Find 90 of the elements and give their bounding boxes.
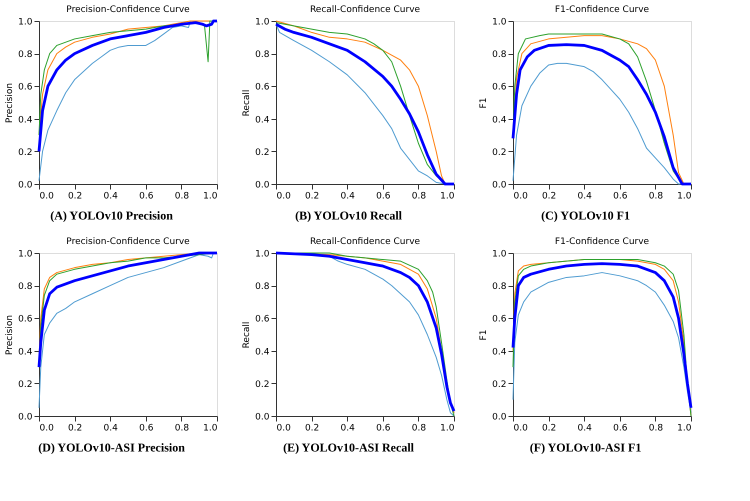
y-tick-label: 0.4 [18, 115, 33, 126]
x-tick-label: 0.0 [40, 424, 54, 434]
y-tick-label: 0.6 [18, 82, 33, 93]
y-tick-label: 0.0 [255, 180, 270, 190]
y-tick-label: 0.6 [492, 314, 507, 325]
y-tick-label: 1.0 [255, 18, 270, 28]
y-tick-label: 0.2 [18, 380, 32, 390]
x-tick-label: 0.4 [340, 192, 356, 202]
x-tick-label: 1.0 [677, 424, 692, 434]
y-tick-label: 0.8 [492, 50, 507, 60]
y-tick-label: 0.6 [255, 82, 270, 93]
y-tick-label: 0.8 [18, 50, 33, 60]
x-tick-label: 0.4 [104, 424, 118, 434]
y-tick-label: 0.2 [255, 148, 270, 158]
x-tick-label: 0.4 [578, 424, 592, 434]
chart-title: Precision-Confidence Curve [66, 5, 190, 15]
y-tick-label: 0.6 [492, 82, 507, 93]
x-tick-label: 0.8 [648, 192, 664, 202]
chart-title: F1-Confidence Curve [554, 5, 650, 15]
y-tick-label: 0.8 [18, 282, 33, 292]
text: (D) YOLOv10-ASI Precision [38, 440, 186, 454]
y-tick-label: 0.4 [492, 115, 507, 126]
y-tick-label: 0.6 [255, 314, 270, 325]
chart-title: Recall-Confidence Curve [310, 237, 421, 247]
x-tick-label: 0.2 [304, 192, 320, 202]
y-tick-label: 0.4 [18, 347, 33, 358]
y-axis-title: F1 [479, 330, 490, 340]
x-tick-label: 0.6 [613, 424, 628, 434]
y-axis-title: F1 [479, 98, 490, 108]
y-tick-label: 0.8 [255, 50, 270, 60]
x-tick-label: 0.2 [304, 424, 320, 434]
x-tick-label: 1.0 [203, 424, 218, 434]
x-tick-label: 1.0 [440, 192, 455, 202]
x-tick-label: 0.0 [276, 192, 292, 202]
y-tick-label: 0.4 [255, 115, 270, 126]
x-tick-label: 0.2 [542, 192, 556, 202]
y-tick-label: 0.2 [18, 148, 32, 158]
x-tick-label: 0.6 [139, 192, 154, 202]
x-tick-label: 1.0 [677, 192, 692, 202]
text: (F) YOLOv10-ASI F1 [530, 440, 642, 454]
y-tick-label: 1.0 [492, 250, 507, 260]
y-tick-label: 0.0 [18, 412, 33, 422]
x-tick-label: 0.0 [40, 192, 54, 202]
y-tick-label: 0.6 [18, 314, 33, 325]
x-tick-label: 0.8 [412, 424, 426, 434]
y-tick-label: 0.0 [492, 180, 507, 190]
y-axis-title: Precision [5, 82, 16, 124]
text: (E) YOLOv10-ASI Recall [283, 440, 415, 454]
y-tick-label: 0.2 [255, 380, 270, 390]
y-axis-title: Precision [5, 314, 16, 356]
x-tick-label: 0.2 [68, 424, 82, 434]
chart-title: Recall-Confidence Curve [310, 5, 421, 15]
x-tick-label: 0.0 [514, 424, 528, 434]
y-tick-label: 0.8 [255, 282, 270, 292]
y-tick-label: 0.2 [492, 148, 506, 158]
x-tick-label: 0.6 [376, 192, 391, 202]
x-tick-label: 0.0 [276, 424, 292, 434]
y-tick-label: 1.0 [18, 250, 33, 260]
y-tick-label: 0.8 [492, 282, 507, 292]
y-axis-title: Recall [242, 322, 252, 348]
x-tick-label: 0.8 [174, 192, 190, 202]
x-tick-label: 0.2 [68, 192, 82, 202]
y-tick-label: 1.0 [18, 18, 33, 28]
chart-title: F1-Confidence Curve [554, 237, 650, 247]
text: (A) YOLOv10 Precision [50, 208, 174, 222]
x-tick-label: 1.0 [203, 192, 218, 202]
y-tick-label: 0.2 [492, 380, 506, 390]
x-tick-label: 0.8 [412, 192, 426, 202]
x-tick-label: 0.4 [104, 192, 118, 202]
y-axis-title: Recall [242, 90, 252, 116]
y-tick-label: 1.0 [492, 18, 507, 28]
x-tick-label: 0.4 [578, 192, 592, 202]
x-tick-label: 0.6 [613, 192, 628, 202]
x-tick-label: 0.6 [139, 424, 154, 434]
y-tick-label: 0.0 [492, 412, 507, 422]
x-tick-label: 0.8 [648, 424, 664, 434]
x-tick-label: 0.0 [514, 192, 528, 202]
y-tick-label: 0.0 [18, 180, 33, 190]
chart-title: Precision-Confidence Curve [66, 237, 190, 247]
y-tick-label: 1.0 [255, 250, 270, 260]
x-tick-label: 0.8 [174, 424, 190, 434]
text: (C) YOLOv10 F1 [541, 208, 630, 222]
x-tick-label: 0.4 [340, 424, 356, 434]
x-tick-label: 0.6 [376, 424, 391, 434]
x-tick-label: 0.2 [542, 424, 556, 434]
y-tick-label: 0.0 [255, 412, 270, 422]
y-tick-label: 0.4 [255, 347, 270, 358]
y-tick-label: 0.4 [492, 347, 507, 358]
x-tick-label: 1.0 [440, 424, 455, 434]
text: (B) YOLOv10 Recall [295, 208, 403, 222]
